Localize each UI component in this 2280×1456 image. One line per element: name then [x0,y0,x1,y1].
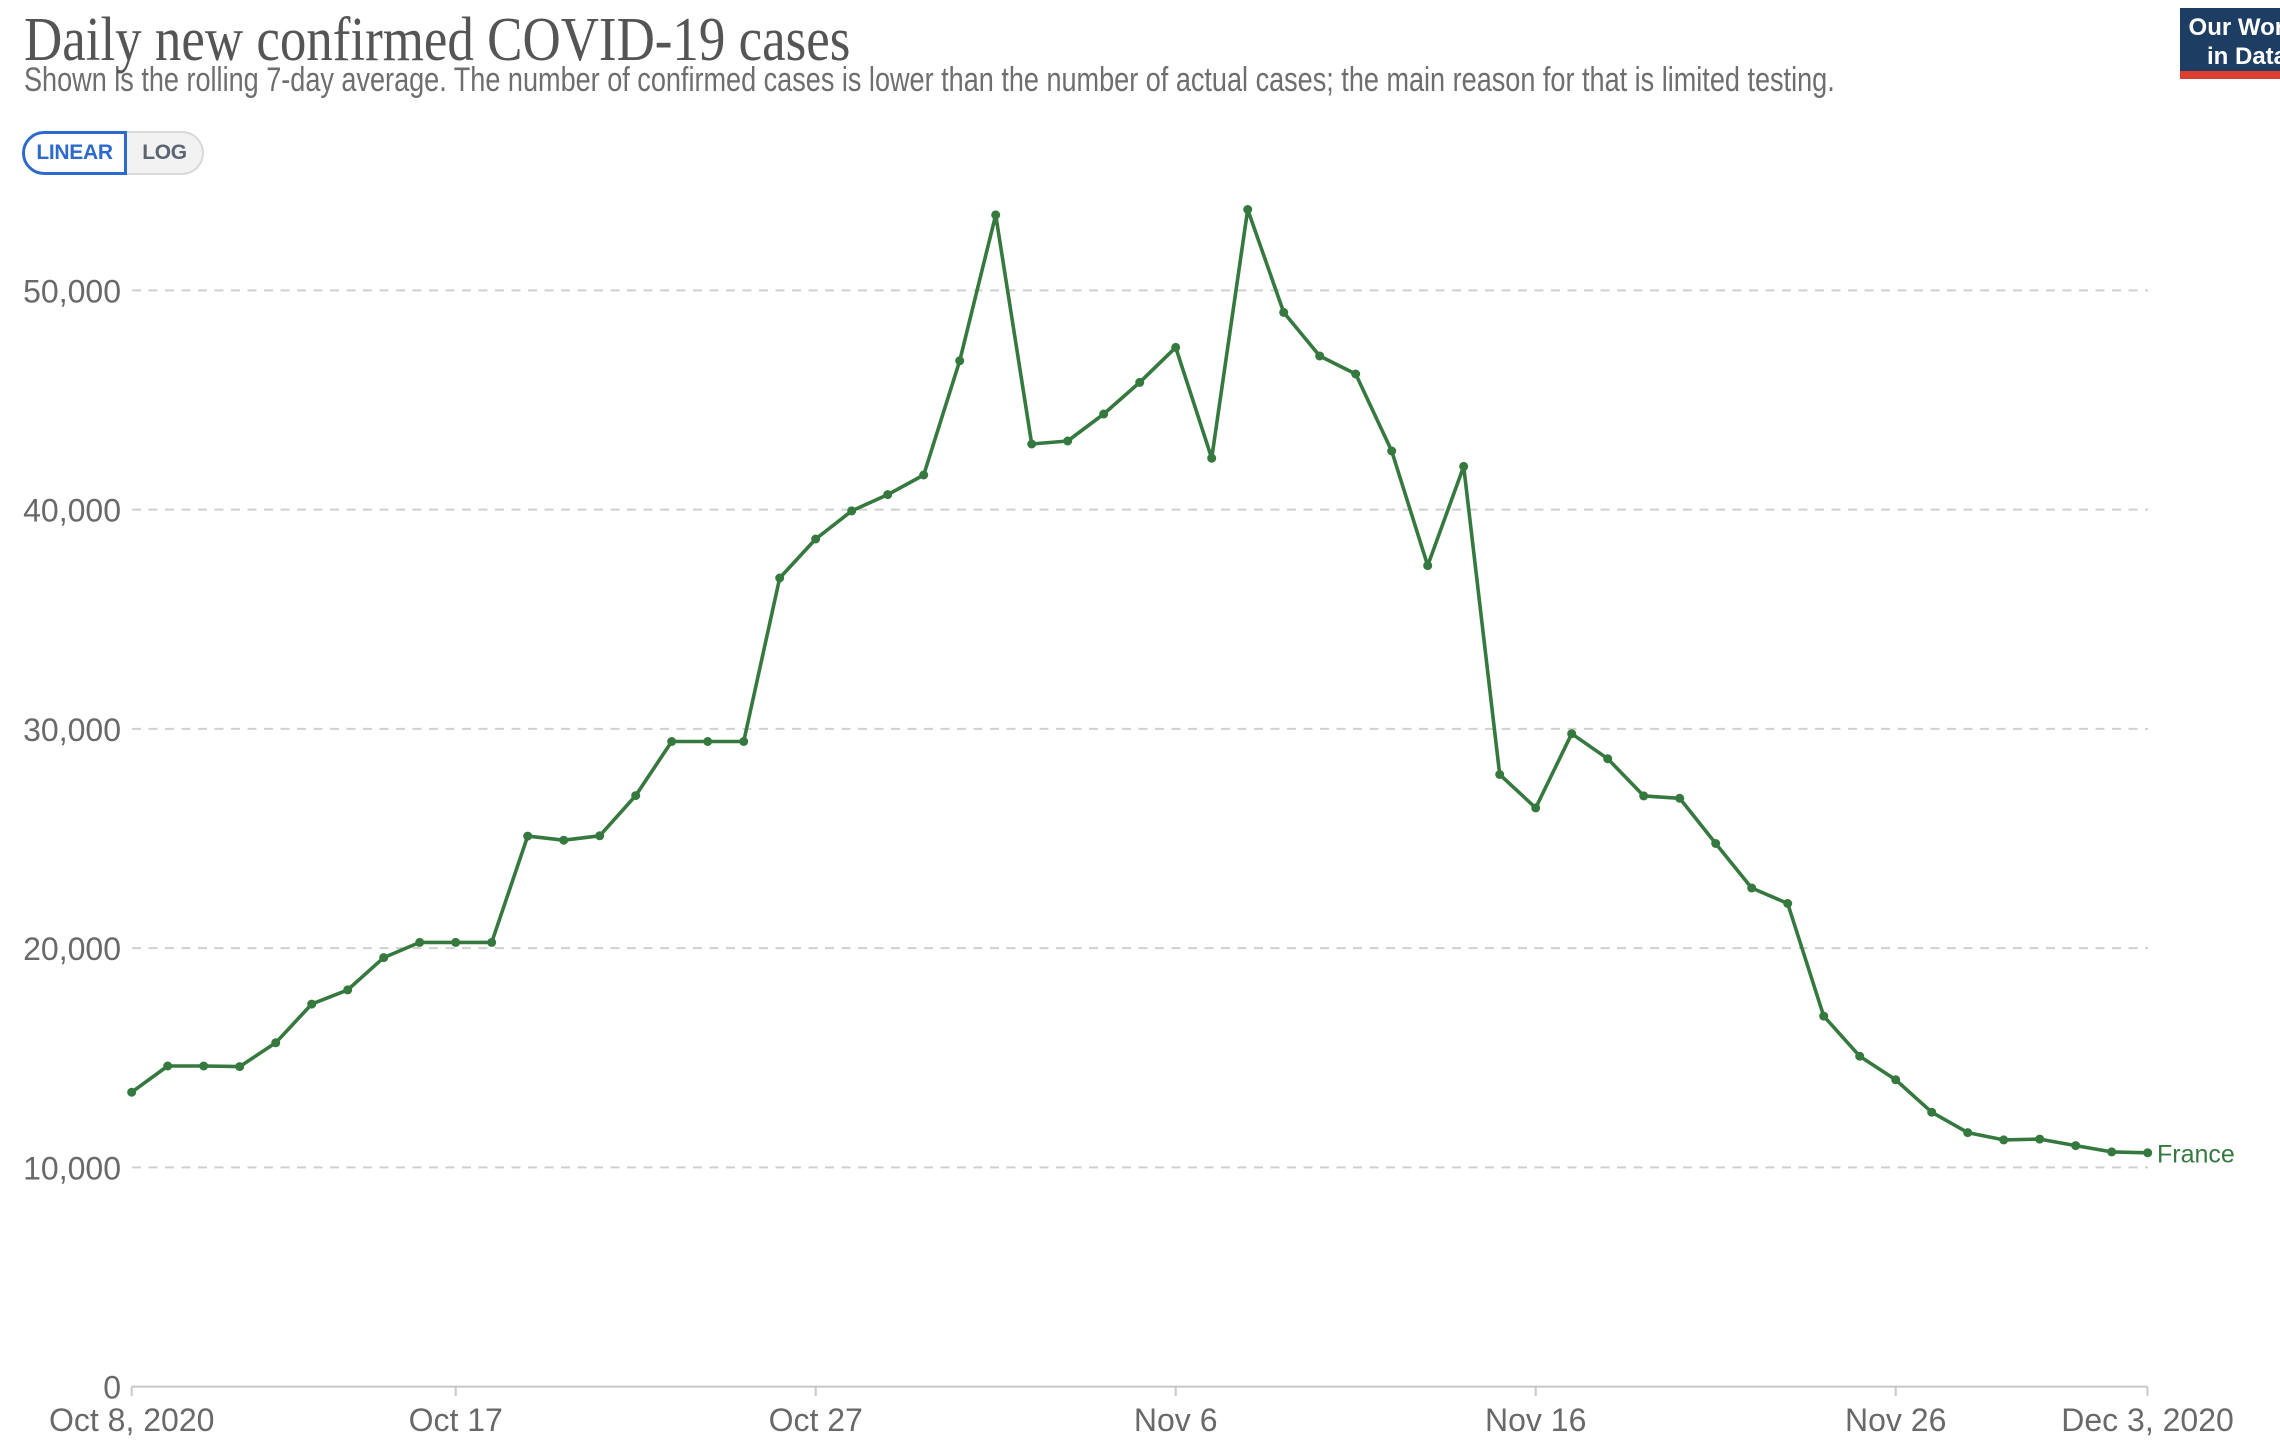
svg-text:Oct 17: Oct 17 [409,1402,503,1438]
svg-text:10,000: 10,000 [23,1150,121,1186]
svg-text:40,000: 40,000 [23,493,121,529]
svg-text:Oct 8, 2020: Oct 8, 2020 [49,1402,214,1438]
svg-text:20,000: 20,000 [23,931,121,967]
svg-text:30,000: 30,000 [23,712,121,748]
svg-text:50,000: 50,000 [23,273,121,309]
svg-text:Oct 27: Oct 27 [769,1402,863,1438]
svg-text:Dec 3, 2020: Dec 3, 2020 [2061,1402,2234,1438]
svg-text:0: 0 [103,1370,121,1406]
svg-text:Nov 16: Nov 16 [1485,1402,1586,1438]
svg-text:Nov 6: Nov 6 [1134,1402,1218,1438]
svg-text:Nov 26: Nov 26 [1845,1402,1946,1438]
svg-text:France: France [2157,1140,2235,1168]
